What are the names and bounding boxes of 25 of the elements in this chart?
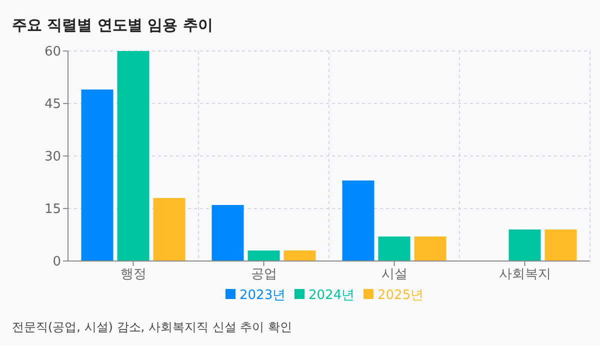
legend-label: 2025년 bbox=[378, 288, 424, 303]
bar bbox=[342, 180, 374, 261]
bar bbox=[378, 236, 410, 261]
bar bbox=[117, 51, 150, 261]
y-tick-label: 30 bbox=[44, 150, 61, 164]
x-tick-label: 행정 bbox=[120, 267, 146, 282]
y-tick-label: 15 bbox=[44, 202, 61, 217]
bar bbox=[544, 230, 577, 261]
bar bbox=[284, 250, 316, 261]
x-tick-label: 공업 bbox=[250, 267, 277, 282]
legend-label: 2023년 bbox=[240, 288, 286, 303]
x-tick-label: 시설 bbox=[381, 267, 408, 282]
y-tick-label: 60 bbox=[44, 44, 61, 60]
bar bbox=[414, 236, 446, 261]
legend-label: 2024년 bbox=[308, 288, 355, 303]
bar bbox=[81, 90, 114, 261]
x-tick-label: 사회복지 bbox=[498, 267, 551, 282]
y-tick-label: 45 bbox=[44, 97, 61, 112]
bar bbox=[153, 198, 186, 261]
y-tick-label: 0 bbox=[52, 254, 61, 270]
text: 전문직(공업, 시설) 감소, 사회복지직 신설 추이 확인 bbox=[12, 320, 292, 334]
chart-title: 주요 직렬별 연도별 임용 추이 bbox=[12, 16, 213, 34]
bar bbox=[212, 205, 244, 261]
bar bbox=[508, 230, 541, 261]
bar bbox=[248, 250, 280, 261]
